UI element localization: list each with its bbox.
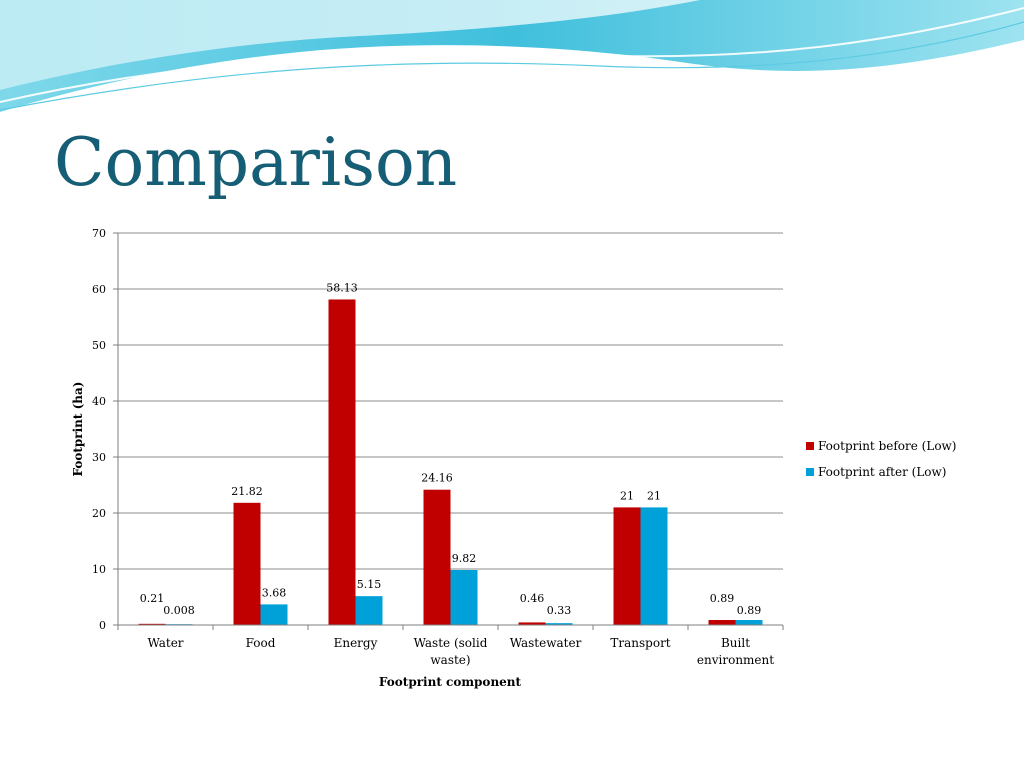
bar-after-3 [450,570,478,625]
x-axis-title: Footprint component [379,675,522,689]
x-category-label: Food [246,636,276,650]
x-category-label: Wastewater [510,636,582,650]
y-axis-ticks: 0 10 20 30 40 50 60 70 [92,227,118,632]
bars [138,299,763,625]
y-tick-label: 0 [99,619,106,632]
data-labels: 0.210.008 21.82 3.68 58.13 5.15 24.16 9.82 0.46… [140,281,762,617]
x-category-label: Built environment [697,636,774,667]
y-tick-label: 50 [92,339,106,352]
data-label: 21 [647,489,661,502]
data-label: 0.21 [140,592,165,605]
data-label: 0.33 [547,604,572,617]
y-tick-label: 20 [92,507,106,520]
gridlines [118,232,783,570]
data-label: 0.008 [163,604,195,617]
y-tick-label: 70 [92,227,106,240]
x-category-label: Transport [610,636,670,650]
data-label: 0.89 [737,604,762,617]
data-label: 3.68 [262,586,287,599]
bar-after-5 [640,507,668,625]
bar-before-2 [328,299,356,625]
bar-before-4 [518,622,546,625]
bar-before-5 [613,507,641,625]
bar-before-1 [233,502,261,625]
bar-after-2 [355,596,383,625]
legend: Footprint before (Low) Footprint after (L… [806,439,957,479]
data-label: 24.16 [421,472,453,485]
data-label: 58.13 [326,281,358,294]
y-axis-title: Footprint (ha) [71,382,85,477]
y-tick-label: 60 [92,283,106,296]
bar-after-6 [735,620,763,625]
bar-before-6 [708,620,736,625]
data-label: 9.82 [452,552,477,565]
legend-label: Footprint before (Low) [818,439,957,453]
y-tick-label: 40 [92,395,106,408]
legend-swatch [806,468,814,476]
x-category-label: Water [147,636,183,650]
header-wave-decoration [0,0,1024,112]
bar-before-3 [423,489,451,625]
data-label: 21 [620,489,634,502]
legend-label: Footprint after (Low) [818,465,946,479]
legend-swatch [806,442,814,450]
x-axis-categories: Water Food Energy Waste (solid waste) Wastewa… [117,625,784,667]
data-label: 0.89 [710,592,735,605]
data-label: 0.46 [520,592,545,605]
x-category-label: Waste (solid waste) [414,636,488,667]
bar-after-1 [260,604,288,625]
data-label: 21.82 [231,485,263,498]
data-label: 5.15 [357,578,382,591]
slide-title: Comparison [54,124,458,201]
bar-before-0 [138,623,166,625]
x-category-label: Energy [334,636,378,650]
y-tick-label: 30 [92,451,106,464]
bar-after-4 [545,623,573,625]
y-tick-label: 10 [92,563,106,576]
